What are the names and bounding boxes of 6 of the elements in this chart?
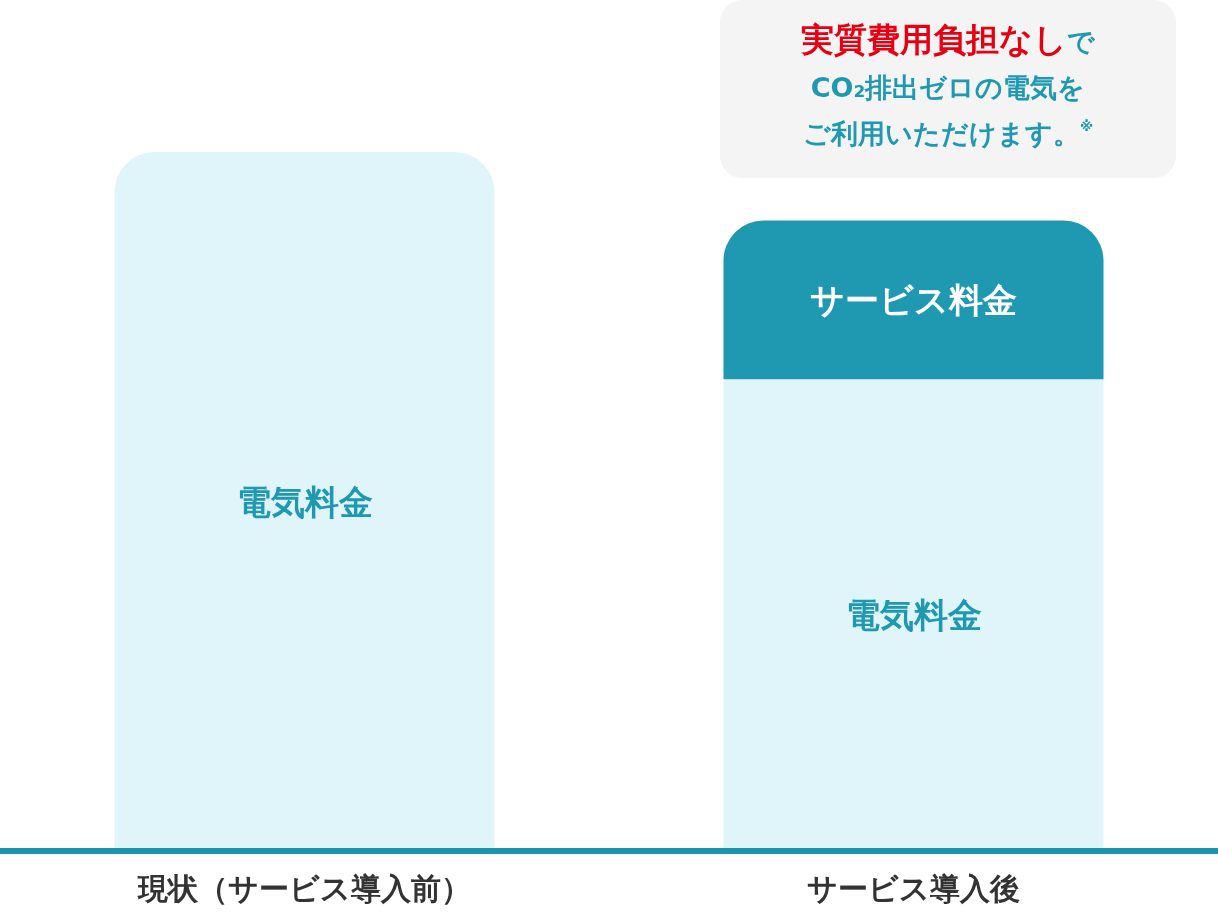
series-label: サービス料金 [810, 279, 1017, 320]
callout-box: 実質費用負担なし で CO₂排出ゼロの電気を ご利用いただけます。$^{※}$ [720, 0, 1176, 178]
x-tick-label: 現状（サービス導入前） [137, 870, 471, 906]
x-tick-label: サービス導入後 [807, 870, 1020, 906]
text: 電気料金 [845, 595, 982, 636]
series-label: 電気料金 [236, 481, 373, 522]
